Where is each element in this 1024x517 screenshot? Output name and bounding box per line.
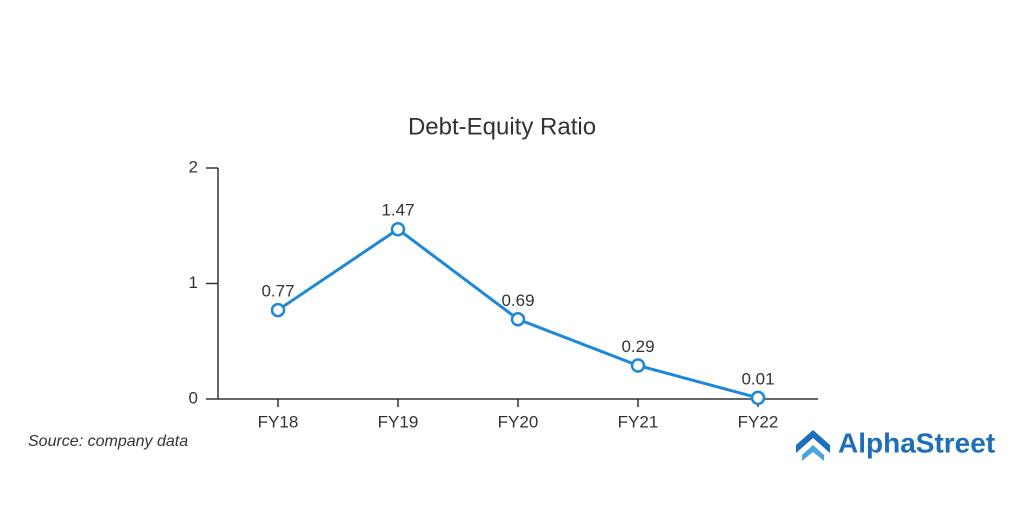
x-tick-label: FY21 — [618, 412, 659, 431]
data-label: 0.29 — [621, 337, 654, 356]
data-point — [630, 358, 646, 373]
chart-title: Debt-Equity Ratio — [408, 113, 596, 140]
y-tick-label: 1 — [189, 273, 198, 292]
y-tick-label: 2 — [189, 157, 198, 176]
data-label: 0.69 — [501, 291, 534, 310]
logo-icon — [796, 430, 830, 453]
source-note: Source: company data — [28, 433, 188, 450]
x-tick-label: FY18 — [258, 412, 299, 431]
y-tick-label: 0 — [189, 388, 198, 407]
data-point — [750, 390, 766, 406]
x-tick-label: FY22 — [738, 412, 779, 431]
brand-logo: AlphaStreet — [796, 427, 995, 461]
data-label: 0.77 — [261, 282, 294, 301]
data-point — [270, 302, 286, 318]
data-label: 1.47 — [381, 201, 414, 220]
logo-icon — [802, 445, 824, 461]
data-point — [510, 312, 526, 327]
data-point — [390, 221, 406, 237]
x-tick-label: FY19 — [378, 412, 419, 431]
x-tick-label: FY20 — [498, 412, 539, 431]
brand-name: AlphaStreet — [838, 427, 995, 458]
data-label: 0.01 — [741, 369, 774, 388]
